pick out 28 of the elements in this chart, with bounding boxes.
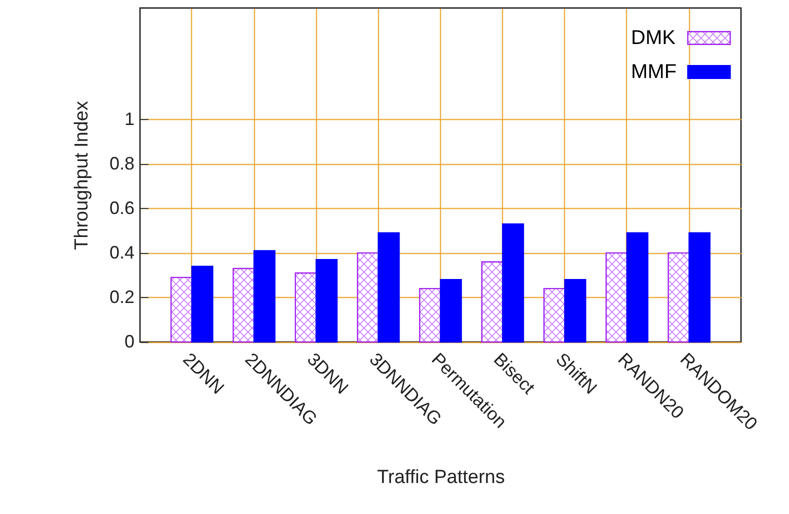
y-tick-label: 0.2 bbox=[109, 286, 134, 307]
bar bbox=[440, 279, 462, 343]
bar bbox=[688, 232, 711, 343]
bar bbox=[626, 232, 648, 343]
y-tick-label: 0.8 bbox=[109, 153, 134, 174]
bar bbox=[170, 276, 192, 343]
legend-label: DMK bbox=[631, 27, 676, 49]
bar bbox=[253, 250, 276, 343]
x-axis-title: Traffic Patterns bbox=[377, 466, 505, 488]
bar bbox=[316, 259, 338, 343]
y-tick-label: 0 bbox=[124, 332, 134, 352]
y-tick-label: 0.4 bbox=[109, 242, 134, 262]
bar bbox=[668, 252, 690, 343]
bar bbox=[294, 272, 317, 343]
y-tick-label: 0.6 bbox=[109, 198, 134, 218]
bar bbox=[543, 288, 566, 343]
bar bbox=[356, 252, 379, 343]
bar bbox=[606, 252, 628, 343]
bar bbox=[419, 288, 442, 343]
y-tick-label: 1 bbox=[124, 108, 134, 129]
legend-label: MMF bbox=[631, 61, 677, 83]
bar bbox=[481, 261, 504, 343]
bar bbox=[232, 268, 255, 343]
bar bbox=[564, 279, 586, 343]
bar bbox=[378, 232, 400, 343]
bar bbox=[502, 223, 524, 343]
bar bbox=[191, 266, 214, 343]
y-axis-title: Throughput Index bbox=[71, 100, 92, 250]
